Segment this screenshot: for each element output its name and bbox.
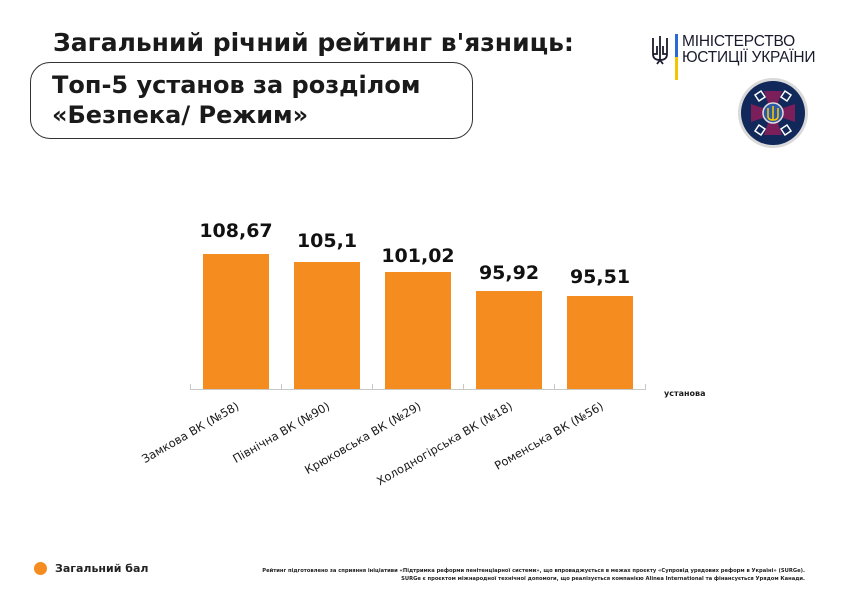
x-axis-tick	[554, 384, 555, 390]
ministry-name-line-1: МІНІСТЕРСТВО	[682, 33, 795, 50]
ministry-logo: МІНІСТЕРСТВО ЮСТИЦІЇ УКРАЇНИ	[650, 33, 816, 80]
x-axis-line	[190, 389, 646, 390]
page-title: Загальний річний рейтинг в'язниць:	[53, 28, 574, 57]
flag-stripe	[675, 34, 678, 80]
subtitle-line-2: «Безпека/ Режим»	[52, 101, 309, 129]
ministry-name-line-2: ЮСТИЦІЇ УКРАЇНИ	[682, 49, 816, 66]
x-axis-title: установа	[664, 389, 706, 398]
bar-romenska	[567, 296, 633, 389]
chart-legend: Загальний бал	[34, 562, 148, 575]
bar-value-label: 95,51	[569, 266, 631, 288]
footer-note: Рейтинг підготовлено за сприяння ініціат…	[262, 567, 805, 583]
x-axis-tick	[372, 384, 373, 390]
bar-kriukovska	[385, 272, 451, 389]
footer-line-1: Рейтинг підготовлено за сприяння ініціат…	[262, 568, 805, 574]
bar-value-label: 101,02	[381, 245, 455, 267]
footer-line-2: SURGe є проєктом міжнародної технічної д…	[401, 576, 805, 582]
bar-value-label: 108,67	[199, 220, 273, 242]
x-axis-tick	[463, 384, 464, 390]
legend-label: Загальний бал	[55, 562, 149, 575]
bar-zamkova	[203, 254, 269, 389]
trident-icon	[652, 36, 668, 65]
bar-kholodnohirska	[476, 291, 542, 389]
category-label: Замкова ВК (№58)	[139, 398, 242, 466]
penitentiary-emblem-icon	[738, 78, 808, 148]
x-axis-tick	[190, 384, 191, 390]
bar-pivnichna	[294, 262, 360, 389]
legend-dot-icon	[34, 562, 47, 575]
x-axis-tick	[281, 384, 282, 390]
subtitle-frame	[30, 62, 473, 139]
bar-value-label: 95,92	[478, 262, 540, 284]
bar-value-label: 105,1	[296, 230, 358, 252]
subtitle-line-1: Топ-5 установ за розділом	[52, 71, 421, 99]
chart-subtitle: Топ-5 установ за розділом «Безпека/ Режи…	[52, 70, 420, 130]
x-axis-tick	[645, 384, 646, 390]
